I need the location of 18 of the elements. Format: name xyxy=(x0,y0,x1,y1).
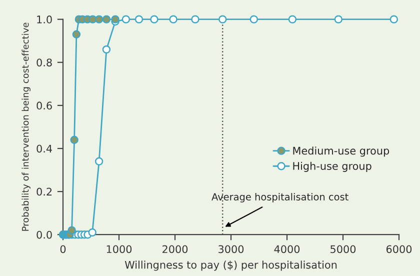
x-tick-label: 3000 xyxy=(218,245,244,254)
y-axis-title: Probability of intervention being cost-effective xyxy=(22,22,30,231)
y-tick-label: 0.6 xyxy=(36,102,52,110)
x-tick-label: 4000 xyxy=(274,245,300,254)
legend-label: Medium-use group xyxy=(293,146,390,157)
y-tick-label: 0.2 xyxy=(36,188,52,196)
annotation: Average hospitalisation cost xyxy=(212,192,348,202)
x-tick-label: 1000 xyxy=(106,245,132,254)
x-axis-title: Willingness to pay ($) per hospitalisation xyxy=(124,260,337,271)
y-tick-label: 1.0 xyxy=(37,16,52,24)
y-tick-label: 0.8 xyxy=(36,58,52,66)
x-tick-label: 6000 xyxy=(386,245,412,254)
legend-label: High-use group xyxy=(293,162,372,172)
x-tick-label: 5000 xyxy=(330,245,356,254)
x-tick-label: 0 xyxy=(60,245,66,254)
y-tick-label: 0.0 xyxy=(36,230,52,239)
x-tick-label: 2000 xyxy=(162,245,188,254)
y-tick-label: 0.4 xyxy=(36,144,52,153)
